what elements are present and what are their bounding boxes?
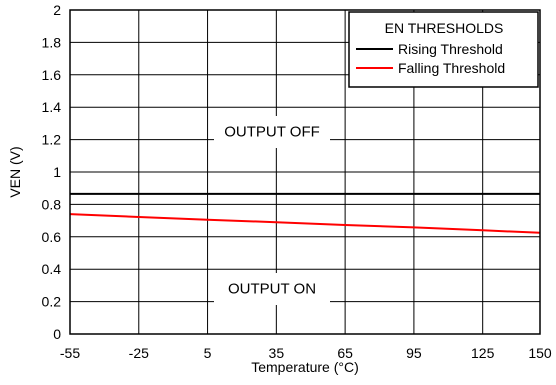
x-tick-label: 150: [528, 345, 552, 361]
x-tick-label: 35: [269, 345, 285, 361]
output-off-label: OUTPUT OFF: [224, 124, 320, 141]
y-tick-label: 1.2: [42, 132, 62, 148]
y-tick-label: 1.8: [42, 34, 62, 50]
y-axis-title: VEN (V): [7, 146, 23, 197]
y-tick-labels: 0 0.2 0.4 0.6 0.8 1 1.2 1.4 1.6 1.8 2: [42, 2, 62, 342]
x-tick-label: -25: [129, 345, 149, 361]
y-tick-label: 1: [53, 164, 61, 180]
legend: EN THRESHOLDS Rising Threshold Falling T…: [348, 11, 539, 88]
series-line-falling-threshold: [69, 213, 541, 234]
y-tick-label: 0.2: [42, 294, 62, 310]
y-tick-label: 2: [53, 2, 61, 18]
x-tick-label: 5: [204, 345, 212, 361]
x-tick-label: 65: [337, 345, 353, 361]
plot-frame: [69, 9, 541, 335]
output-on-label: OUTPUT ON: [228, 281, 316, 298]
y-tick-label: 0: [53, 326, 61, 342]
x-tick-label: -55: [60, 345, 80, 361]
y-tick-label: 1.6: [42, 67, 62, 83]
x-tick-label: 95: [406, 345, 422, 361]
legend-box: [348, 11, 539, 88]
y-tick-label: 0.6: [42, 229, 62, 245]
output-off-label-bg: [214, 116, 330, 148]
y-tick-label: 0.4: [42, 261, 62, 277]
y-tick-label: 0.8: [42, 196, 62, 212]
legend-label-falling: Falling Threshold: [398, 60, 505, 76]
output-on-label-bg: [214, 273, 330, 305]
x-axis-title: Temperature (°C): [251, 359, 359, 375]
series-lines: [69, 192, 541, 234]
x-tick-label: 125: [471, 345, 495, 361]
legend-title: EN THRESHOLDS: [385, 20, 504, 36]
x-tick-labels: -55 -25 5 35 65 95 125 150: [60, 345, 552, 361]
legend-label-rising: Rising Threshold: [398, 41, 503, 57]
y-tick-label: 1.4: [42, 99, 62, 115]
